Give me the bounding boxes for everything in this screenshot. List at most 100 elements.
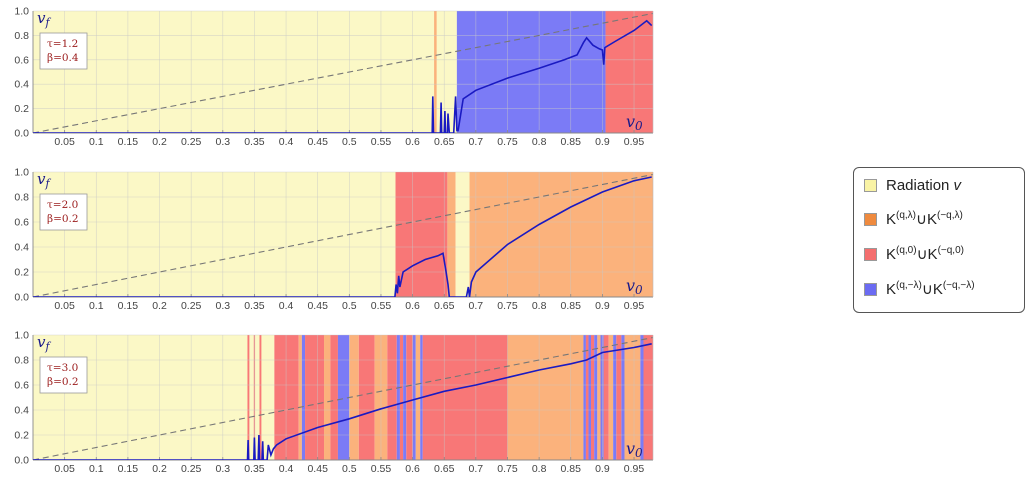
region-K-lambda (324, 335, 331, 460)
region-K-zero (643, 335, 653, 460)
y-tick-label: 0.8 (14, 355, 29, 367)
region-K-zero (591, 335, 595, 460)
chart-panel-1: 0.05 0.1 0.15 0.2 0.25 0.3 0.35 0.4 0.45 0.5 0.55 0… (14, 6, 653, 148)
x-tick-label: 0.6 (405, 136, 420, 148)
region-K-zero (605, 11, 653, 133)
diagonal-reference-line (33, 12, 653, 133)
x-tick-label: 0.8 (532, 300, 547, 312)
region-K-lambda (349, 335, 359, 460)
x-tick-label: 0.7 (469, 136, 484, 148)
y-tick-label: 0.4 (14, 79, 29, 91)
x-tick-label: 0.05 (54, 463, 75, 475)
x-tick-label: 0.55 (371, 136, 392, 148)
legend-swatch-k-zero (864, 247, 877, 261)
x-tick-label: 0.05 (54, 300, 75, 312)
x-tick-label: 0.4 (279, 463, 294, 475)
x-tick-label: 0.45 (307, 463, 328, 475)
x-tick-label: 0.75 (497, 300, 518, 312)
y-tick-label: 0.4 (14, 242, 29, 254)
diagonal-reference-line (33, 336, 653, 460)
parameter-text: τ=2.0 (47, 199, 78, 211)
x-tick-label: 0.7 (469, 463, 484, 475)
region-K-zero (358, 335, 375, 460)
chart-panel-2: 0.05 0.1 0.15 0.2 0.25 0.3 0.35 0.4 0.45 0.5 0.55 0… (14, 167, 653, 312)
region-K-minus-lambda (640, 335, 644, 460)
y-tick-label: 1.0 (14, 6, 29, 18)
x-tick-label: 0.65 (434, 300, 455, 312)
legend-swatch-k-minus-lambda (864, 282, 877, 296)
diagonal-reference-line (33, 173, 653, 297)
x-tick-label: 0.55 (371, 463, 392, 475)
y-tick-label: 0.2 (14, 430, 29, 442)
region-radiation (455, 172, 470, 297)
region-K-lambda (469, 172, 653, 297)
chart-panel-3: 0.05 0.1 0.15 0.2 0.25 0.3 0.35 0.4 0.45 0.5 0.55 0… (14, 330, 653, 475)
x-tick-label: 0.95 (624, 463, 645, 475)
region-K-zero (406, 335, 413, 460)
y-tick-label: 0.8 (14, 192, 29, 204)
x-tick-label: 0.2 (152, 463, 167, 475)
region-K-minus-lambda (621, 335, 625, 460)
region-radiation (33, 11, 457, 133)
vf-curve (33, 343, 652, 460)
x-tick-label: 0.35 (244, 300, 265, 312)
legend-swatch-radiation (864, 178, 877, 192)
parameter-text: τ=3.0 (47, 362, 78, 374)
region-K-minus-lambda (583, 335, 586, 460)
x-axis-label-sub: 0 (635, 283, 643, 297)
y-tick-label: 1.0 (14, 330, 29, 342)
region-K-minus-lambda (594, 335, 598, 460)
x-tick-label: 0.95 (624, 300, 645, 312)
x-tick-label: 0.4 (279, 300, 294, 312)
y-tick-label: 0.0 (14, 292, 29, 304)
x-tick-label: 0.55 (371, 300, 392, 312)
x-tick-label: 0.25 (181, 463, 202, 475)
legend-label-k-zero: K(q,0)∪K(−q,0) (886, 245, 964, 263)
y-axis-label-sub: f (44, 16, 51, 29)
vf-curve (33, 176, 652, 297)
region-K-minus-lambda (588, 335, 591, 460)
x-axis-label-sub: 0 (635, 119, 643, 133)
parameter-text: β=0.4 (47, 52, 79, 64)
parameter-box (39, 356, 88, 394)
legend-label-k-lambda: K(q,λ)∪K(−q,λ) (886, 210, 963, 228)
legend: Radiation v K(q,λ)∪K(−q,λ) K(q,0)∪K(−q,0… (853, 167, 1025, 313)
region-K-zero (616, 335, 622, 460)
y-tick-label: 0.6 (14, 217, 29, 229)
region-K-zero (274, 335, 299, 460)
region-K-zero (330, 335, 338, 460)
x-tick-label: 0.65 (434, 136, 455, 148)
region-K-lambda (608, 335, 614, 460)
parameter-text: τ=1.2 (47, 38, 78, 50)
x-tick-label: 0.25 (181, 136, 202, 148)
legend-swatch-k-lambda (864, 212, 877, 226)
region-K-minus-lambda (337, 335, 350, 460)
region-K-minus-lambda (600, 335, 604, 460)
x-tick-label: 0.85 (561, 300, 582, 312)
y-tick-label: 1.0 (14, 167, 29, 179)
region-K-lambda (597, 335, 601, 460)
x-tick-label: 0.05 (54, 136, 75, 148)
y-axis-label-sub: f (44, 177, 51, 190)
x-tick-label: 0.6 (405, 463, 420, 475)
region-K-zero (422, 335, 508, 460)
y-tick-label: 0.8 (14, 30, 29, 42)
parameter-box (39, 193, 88, 231)
region-K-minus-lambda (456, 11, 606, 133)
x-tick-label: 0.85 (561, 463, 582, 475)
x-tick-label: 0.75 (497, 136, 518, 148)
vf-curve (33, 19, 653, 133)
x-tick-label: 0.1 (89, 463, 104, 475)
x-tick-label: 0.75 (497, 463, 518, 475)
x-tick-label: 0.9 (595, 463, 610, 475)
x-tick-label: 0.3 (215, 463, 230, 475)
region-K-zero (399, 335, 404, 460)
legend-label-radiation: Radiation v (886, 176, 962, 194)
x-tick-label: 0.5 (342, 136, 357, 148)
x-tick-label: 0.35 (244, 136, 265, 148)
region-K-zero (387, 335, 397, 460)
x-tick-label: 0.35 (244, 463, 265, 475)
y-tick-label: 0.4 (14, 405, 29, 417)
region-K-lambda (298, 335, 302, 460)
region-K-minus-lambda (403, 335, 407, 460)
